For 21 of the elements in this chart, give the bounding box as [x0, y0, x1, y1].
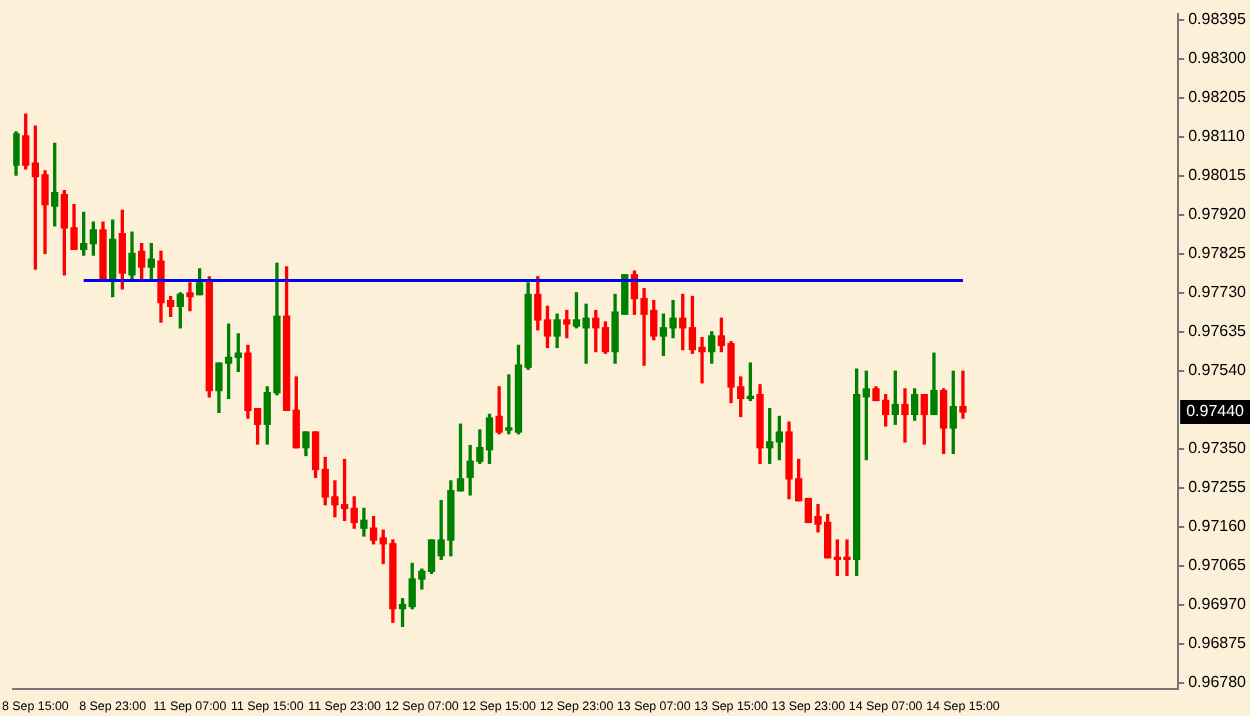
y-tick-label: 0.98110	[1188, 127, 1246, 146]
y-tick-label: 0.97350	[1188, 439, 1248, 458]
y-tick-label: 0.97730	[1188, 283, 1248, 302]
y-tick-label: 0.96970	[1188, 595, 1248, 614]
y-tick-label: 0.97540	[1188, 361, 1248, 380]
y-tick-label: 0.98205	[1188, 88, 1248, 107]
y-tick-label: 0.97160	[1188, 517, 1248, 536]
y-tick-label: 0.97825	[1188, 244, 1248, 263]
candlestick	[186, 282, 194, 312]
y-tick-label: 0.97255	[1188, 478, 1248, 497]
y-tick-label: 0.97635	[1188, 322, 1248, 341]
candlestick	[901, 388, 909, 443]
y-tick-label: 0.97920	[1188, 205, 1248, 224]
y-tick-label: 0.98395	[1188, 10, 1248, 29]
candlestick	[959, 370, 967, 419]
text: 0.97440	[1186, 402, 1246, 421]
y-tick-label: 0.97065	[1188, 556, 1248, 575]
y-tick-label: 0.98015	[1188, 166, 1248, 185]
y-tick-label: 0.96780	[1188, 673, 1248, 692]
y-tick-label: 0.98300	[1188, 49, 1248, 68]
y-tick-label: 0.96875	[1188, 634, 1248, 653]
